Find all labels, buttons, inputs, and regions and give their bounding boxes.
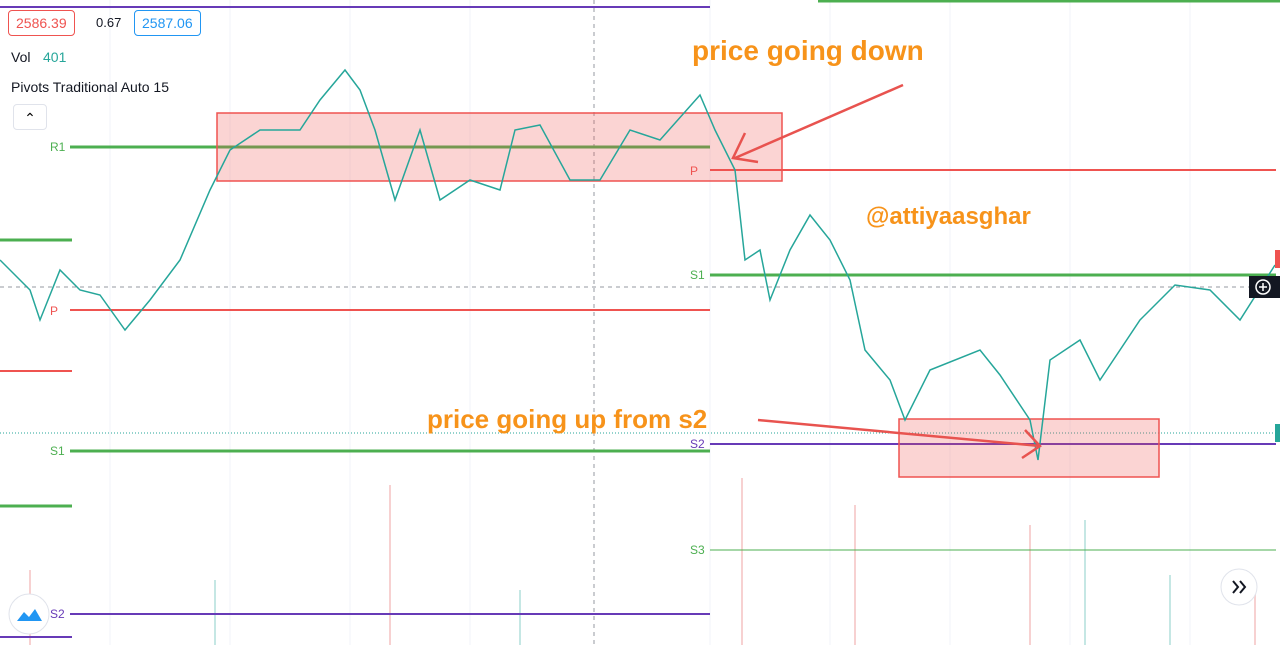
annotation: price going up from s2: [427, 404, 707, 434]
change: 0.67: [96, 15, 122, 30]
scroll-icon: [1232, 580, 1247, 594]
shape: [1021, 429, 1042, 460]
pivot-labels: R1 P S1 S2 P S1 S2 S3: [50, 140, 705, 621]
arrow: [757, 418, 1042, 460]
shape: [757, 418, 1041, 448]
logo-button[interactable]: [8, 593, 50, 635]
price-tag: [1275, 424, 1280, 442]
close-price: 2587.06: [134, 10, 201, 36]
pivot-label: R1: [50, 140, 66, 154]
volume-bars: [29, 478, 1256, 645]
pivot-label: S1: [50, 444, 65, 458]
volume-value: 401: [43, 49, 67, 65]
indicator: Pivots Traditional Auto 15: [11, 79, 169, 95]
pivot-label: P: [690, 164, 698, 178]
volume-label: Vol: [11, 49, 31, 65]
shape: [734, 83, 904, 160]
add-button[interactable]: [1255, 279, 1271, 295]
annotation: price going down: [692, 35, 924, 66]
logo-icon: [17, 609, 42, 621]
pivot-label: S2: [690, 437, 705, 451]
pivot-label: P: [50, 304, 58, 318]
open-price: 2586.39: [8, 10, 75, 36]
pivot-label: S1: [690, 268, 705, 282]
collapse-button[interactable]: ⌃: [13, 104, 47, 130]
add-icon: [1259, 283, 1267, 291]
arrow: [731, 83, 904, 164]
pivot-label: S2: [50, 607, 65, 621]
shape: [731, 132, 759, 164]
pivot-label: S3: [690, 543, 705, 557]
annotation: @attiyaasghar: [866, 203, 1031, 230]
price-tag: [1275, 250, 1280, 268]
price-trace: [0, 68, 1276, 461]
highlight-box: [898, 418, 1160, 478]
highlight-box: [216, 112, 783, 182]
grid: [109, 0, 1191, 645]
